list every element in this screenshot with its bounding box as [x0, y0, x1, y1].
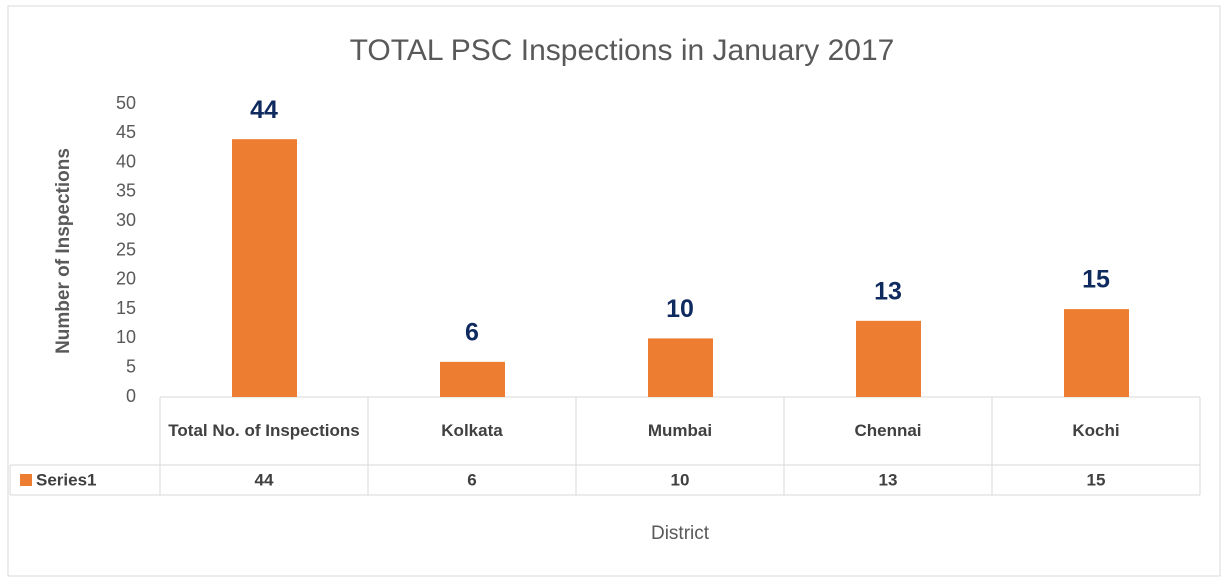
y-tick-label: 35 — [116, 181, 136, 201]
bar — [1064, 309, 1129, 397]
y-tick-label: 50 — [116, 93, 136, 113]
category-cell: Mumbai — [647, 420, 713, 440]
data-label: 44 — [250, 96, 278, 124]
bar — [440, 361, 505, 397]
table-value: 44 — [255, 470, 274, 489]
category-cell: Kochi — [1072, 420, 1120, 440]
y-tick-label: 45 — [116, 122, 136, 142]
x-tick-label: Kochi — [1072, 420, 1120, 440]
table-value: 13 — [879, 470, 898, 489]
table-value: 15 — [1087, 470, 1106, 489]
x-tick-label: Kolkata — [441, 420, 503, 440]
data-label: 15 — [1082, 266, 1110, 294]
bar — [856, 320, 921, 397]
chart-frame — [7, 5, 1221, 577]
category-cell: Total No. of Inspections — [168, 420, 360, 440]
bar — [648, 338, 713, 397]
y-tick-label: 40 — [116, 151, 136, 171]
y-axis-title: Number of Inspections — [53, 148, 74, 354]
category-cell: Chennai — [854, 420, 922, 440]
data-label: 10 — [666, 295, 694, 323]
data-label: 6 — [465, 318, 479, 346]
legend-swatch — [20, 474, 32, 486]
x-tick-label: Chennai — [854, 420, 922, 440]
x-tick-label: Total No. of Inspections — [168, 420, 360, 440]
data-label: 13 — [874, 277, 902, 305]
y-tick-label: 10 — [116, 327, 136, 347]
y-tick-label: 25 — [116, 239, 136, 259]
table-value: 6 — [467, 470, 476, 489]
y-tick-label: 20 — [116, 269, 136, 289]
y-tick-label: 0 — [126, 386, 136, 406]
y-tick-label: 30 — [116, 210, 136, 230]
chart-title: TOTAL PSC Inspections in January 2017 — [350, 34, 895, 67]
legend-label: Series1 — [36, 470, 97, 489]
x-tick-label: Mumbai — [647, 420, 713, 440]
table-value: 10 — [671, 470, 690, 489]
category-cell: Kolkata — [441, 420, 503, 440]
bar — [232, 139, 297, 397]
x-axis-title: District — [651, 523, 710, 544]
y-tick-label: 5 — [126, 356, 136, 376]
y-tick-label: 15 — [116, 298, 136, 318]
